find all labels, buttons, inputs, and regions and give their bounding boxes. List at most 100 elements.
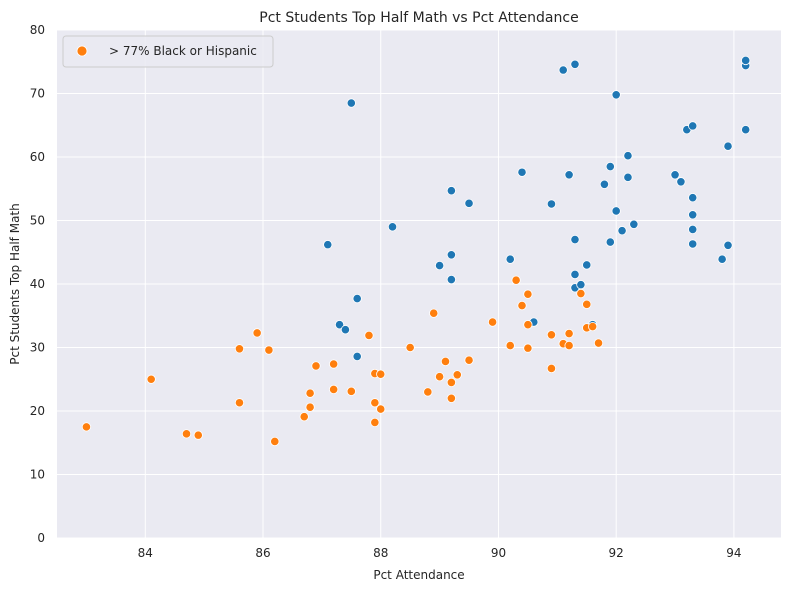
data-point-highlight <box>487 317 498 327</box>
data-point <box>611 90 621 100</box>
data-point <box>741 125 751 135</box>
data-point-highlight <box>346 386 356 396</box>
data-point <box>611 206 621 216</box>
data-point-highlight <box>234 344 245 354</box>
data-point <box>688 193 698 203</box>
legend-label: > 77% Black or Hispanic <box>109 44 257 58</box>
data-point-highlight <box>517 300 527 311</box>
data-point <box>617 226 627 236</box>
data-point <box>346 98 356 108</box>
data-point <box>723 240 733 250</box>
data-point <box>505 254 515 264</box>
y-tick-label: 30 <box>30 341 45 355</box>
data-point <box>582 260 592 270</box>
data-point <box>688 210 698 220</box>
y-tick-label: 80 <box>30 23 45 37</box>
data-point-highlight <box>446 377 456 388</box>
data-point <box>570 234 580 245</box>
data-point-highlight <box>523 289 533 299</box>
grid <box>57 29 781 539</box>
data-point-highlight <box>370 398 380 408</box>
y-tick-label: 60 <box>30 150 45 164</box>
data-point <box>323 240 333 250</box>
legend-marker <box>76 45 88 57</box>
data-point-highlight <box>299 412 309 422</box>
y-tick-label: 20 <box>30 404 45 418</box>
data-point-highlight <box>505 340 515 351</box>
x-tick-label: 94 <box>726 546 741 560</box>
data-point <box>688 121 698 131</box>
data-point-highlight <box>582 299 592 309</box>
data-point <box>558 65 568 75</box>
data-point <box>387 222 398 232</box>
data-point <box>446 186 456 196</box>
data-point <box>605 237 615 247</box>
data-point <box>717 254 727 264</box>
y-tick-label: 0 <box>37 531 45 545</box>
data-point <box>435 260 445 271</box>
data-point-highlight <box>364 330 374 341</box>
data-point <box>352 294 362 304</box>
data-point-highlight <box>193 430 203 440</box>
x-tick-label: 88 <box>373 546 388 560</box>
data-point-highlight <box>264 345 274 355</box>
data-point <box>576 280 586 290</box>
data-point-highlight <box>564 328 574 339</box>
data-point <box>676 177 686 187</box>
y-tick-labels: 0 10 20 30 40 50 60 70 80 <box>30 23 45 545</box>
data-point-highlight <box>234 398 245 408</box>
x-tick-label: 90 <box>491 546 506 560</box>
data-point-highlight <box>464 355 474 365</box>
data-point <box>629 219 639 229</box>
data-point-highlight <box>305 388 315 398</box>
data-point-highlight <box>81 422 92 432</box>
data-point-highlight <box>423 387 433 397</box>
data-point-highlight <box>523 320 533 330</box>
data-point <box>446 274 456 285</box>
data-point-highlight <box>593 338 604 348</box>
y-tick-label: 40 <box>30 277 45 291</box>
data-point <box>340 325 351 335</box>
data-point <box>334 320 345 330</box>
data-point-highlight <box>452 370 462 380</box>
data-point-highlight <box>181 429 192 439</box>
data-points <box>81 55 751 447</box>
data-point <box>623 172 633 182</box>
data-point-highlight <box>405 342 415 353</box>
chart-title: Pct Students Top Half Math vs Pct Attend… <box>259 10 578 26</box>
data-point-highlight <box>588 321 598 332</box>
data-point-highlight <box>370 417 380 428</box>
data-point-highlight <box>305 402 315 412</box>
y-tick-label: 70 <box>30 87 45 101</box>
legend: > 77% Black or Hispanic <box>62 35 274 68</box>
data-point <box>688 224 698 234</box>
data-point <box>517 167 527 177</box>
data-point <box>546 199 557 209</box>
data-point <box>446 250 456 260</box>
x-tick-label: 86 <box>255 546 270 560</box>
data-point-highlight <box>311 361 321 371</box>
data-point-highlight <box>546 363 557 374</box>
data-point <box>605 161 615 172</box>
data-point-highlight <box>564 340 574 351</box>
data-point-highlight <box>440 356 451 367</box>
data-point-highlight <box>546 330 557 340</box>
data-point <box>599 179 610 189</box>
data-point <box>623 151 633 161</box>
legend-box <box>62 35 274 68</box>
data-point-highlight <box>329 359 339 369</box>
data-point <box>670 170 680 180</box>
data-point-highlight <box>446 393 456 403</box>
data-point-highlight <box>429 308 439 318</box>
x-axis-label: Pct Attendance <box>373 568 464 582</box>
x-tick-label: 92 <box>609 546 624 560</box>
data-point <box>570 59 580 69</box>
data-point <box>688 239 698 249</box>
data-point-highlight <box>376 369 386 379</box>
y-tick-label: 50 <box>30 214 45 228</box>
y-axis-label: Pct Students Top Half Math <box>8 203 22 365</box>
data-point-highlight <box>523 343 533 353</box>
data-point-highlight <box>376 404 386 414</box>
data-point <box>352 351 362 361</box>
